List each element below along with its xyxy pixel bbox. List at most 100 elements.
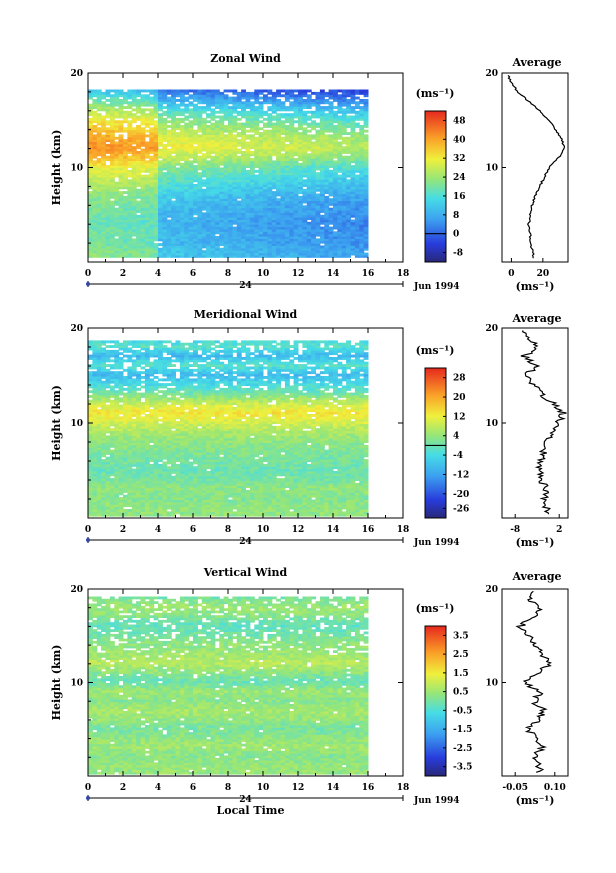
heatmap-cell (346, 205, 351, 209)
heatmap-cell (105, 435, 111, 439)
heatmap-cell (289, 129, 295, 133)
heatmap-cell (271, 245, 277, 249)
heatmap-cell (333, 240, 338, 244)
heatmap-cell (140, 221, 146, 225)
heatmap-cell (245, 184, 251, 187)
heatmap-cell (184, 202, 190, 206)
profile-y-tick-label: 10 (485, 164, 498, 174)
heatmap-cell (289, 122, 295, 126)
heatmap-cell (354, 165, 360, 168)
heatmap-cell (319, 132, 325, 135)
heatmap-cell (153, 106, 159, 109)
heatmap-cell (158, 148, 163, 152)
heatmap-cell (118, 252, 124, 256)
heatmap-cell (131, 160, 137, 164)
heatmap-cell (236, 148, 242, 152)
heatmap-cell (118, 240, 124, 244)
heatmap-cell (302, 155, 308, 159)
heatmap-cell (149, 212, 155, 216)
heatmap-cell (162, 243, 168, 246)
heatmap-cell (341, 247, 347, 251)
heatmap-cell (293, 115, 299, 119)
heatmap-cell (162, 99, 168, 102)
heatmap-cell (175, 139, 181, 142)
heatmap-cell (302, 207, 308, 211)
heatmap-cell (267, 143, 273, 147)
heatmap-cell (315, 129, 321, 133)
heatmap-cell (162, 91, 168, 95)
heatmap-cell (158, 226, 163, 230)
heatmap-cell (232, 252, 238, 256)
heatmap-cell (127, 482, 133, 486)
heatmap-cell (201, 167, 207, 171)
heatmap-cell (96, 430, 102, 434)
heatmap-cell (92, 179, 98, 183)
heatmap-cell (166, 158, 172, 161)
heatmap-cell (354, 193, 360, 197)
heatmap-cell (280, 250, 286, 254)
heatmap-cell (123, 179, 128, 183)
heatmap-cell (228, 146, 233, 150)
heatmap-cell (350, 120, 356, 124)
heatmap-cell (153, 136, 159, 140)
heatmap-cell (131, 504, 137, 508)
heatmap-cell (105, 106, 111, 109)
heatmap-cell (109, 212, 115, 216)
heatmap-cell (136, 127, 141, 131)
heatmap-cell (140, 214, 146, 218)
heatmap-cell (166, 162, 172, 166)
heatmap-cell (149, 122, 155, 126)
heatmap-cell (341, 115, 347, 119)
heatmap-cell (219, 120, 225, 124)
heatmap-cell (219, 231, 225, 235)
heatmap-cell (96, 169, 102, 173)
heatmap-cell (109, 371, 115, 375)
heatmap-cell (271, 228, 277, 232)
heatmap-cell (350, 231, 356, 235)
heatmap-cell (109, 94, 115, 98)
heatmap-cell (267, 207, 273, 211)
heatmap-cell (363, 155, 369, 159)
heatmap-cell (166, 212, 172, 216)
heatmap-cell (123, 345, 128, 348)
heatmap-cell (109, 411, 115, 415)
heatmap-cell (184, 89, 190, 93)
heatmap-cell (149, 151, 155, 154)
heatmap-cell (197, 217, 203, 220)
heatmap-cell (228, 214, 233, 218)
heatmap-cell (149, 236, 155, 239)
heatmap-cell (88, 122, 93, 126)
heatmap-cells (88, 89, 369, 258)
heatmap-cell (188, 217, 194, 220)
heatmap-cell (131, 146, 137, 150)
heatmap-cell (289, 132, 295, 135)
heatmap-cell (350, 247, 356, 251)
heatmap-cell (201, 226, 207, 230)
heatmap-cell (114, 250, 120, 254)
heatmap-cell (127, 252, 133, 256)
heatmap-cell (118, 416, 124, 420)
heatmap-cell (88, 217, 93, 220)
heatmap-cell (354, 202, 360, 206)
heatmap-cell (171, 106, 176, 109)
heatmap-cell (171, 91, 176, 95)
heatmap-cell (315, 200, 321, 204)
heatmap-cell (144, 205, 150, 209)
heatmap-cell (298, 103, 303, 107)
heatmap-cell (289, 195, 295, 199)
heatmap-cell (311, 198, 316, 202)
heatmap-cell (333, 151, 338, 154)
heatmap-cell (136, 167, 141, 171)
heatmap-cell (341, 122, 347, 126)
heatmap-cell (109, 110, 115, 114)
heatmap-cell (92, 376, 98, 379)
heatmap-cell (109, 463, 115, 467)
heatmap-cell (271, 129, 277, 133)
heatmap-cell (105, 254, 111, 258)
heatmap-cell (346, 172, 351, 176)
heatmap-cell (175, 113, 181, 117)
heatmap-cell (171, 188, 176, 192)
heatmap-cell (271, 193, 277, 197)
heatmap-cell (88, 487, 93, 491)
heatmap-cell (350, 151, 356, 154)
